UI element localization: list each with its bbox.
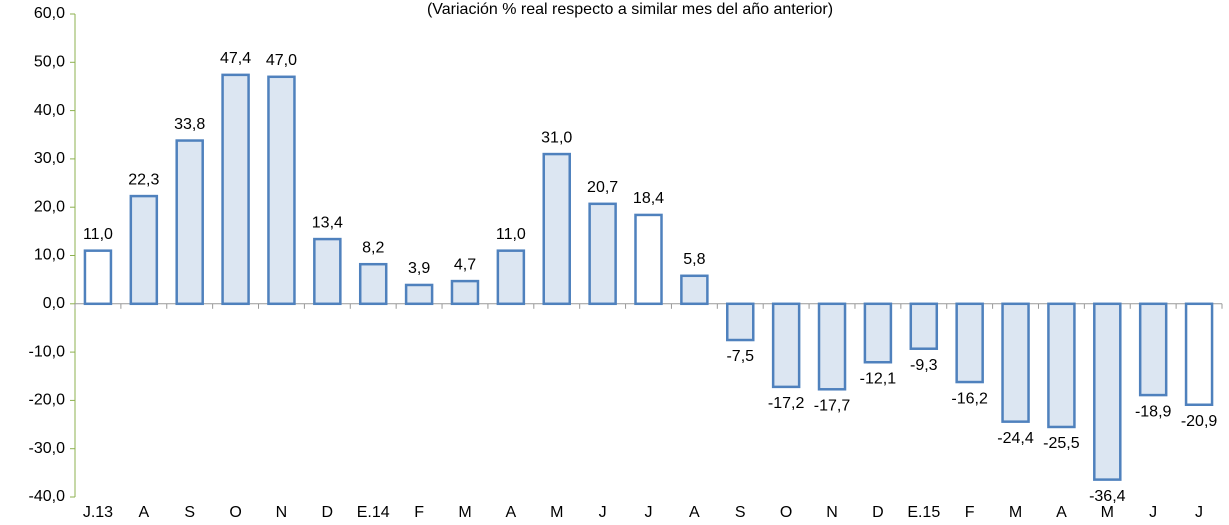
bar [496, 249, 526, 306]
x-tick-label: D [322, 504, 334, 521]
x-tick-label: M [458, 504, 471, 521]
value-label: 47,4 [220, 50, 251, 67]
bar [680, 274, 709, 306]
y-tick-label: 0,0 [43, 295, 65, 312]
bar [83, 249, 113, 306]
value-label: -9,3 [910, 357, 938, 374]
bar [863, 302, 893, 364]
value-label: 31,0 [541, 129, 572, 146]
value-label: 4,7 [454, 256, 476, 273]
y-tick-label: 30,0 [34, 150, 65, 167]
value-label: 13,4 [312, 214, 343, 231]
bar [450, 279, 480, 306]
bar [909, 302, 939, 350]
x-tick-label: N [276, 504, 288, 521]
y-tick-label: 60,0 [34, 5, 65, 22]
x-tick-label: N [826, 504, 838, 521]
value-label: -36,4 [1089, 488, 1126, 505]
bar [313, 237, 342, 306]
x-tick-label: J [1195, 504, 1203, 521]
value-label: 18,4 [633, 190, 664, 207]
x-tick-label: M [1101, 504, 1114, 521]
value-label: 47,0 [266, 52, 297, 69]
bar [634, 213, 663, 306]
bar [771, 302, 801, 389]
bar [955, 302, 984, 384]
value-label: -18,9 [1135, 403, 1172, 420]
bar [726, 302, 755, 342]
value-label: -7,5 [726, 348, 754, 365]
value-label: -12,1 [860, 370, 897, 387]
y-tick-label: -20,0 [29, 392, 66, 409]
x-tick-label: D [872, 504, 884, 521]
bar [588, 202, 617, 306]
y-tick-label: 10,0 [34, 247, 65, 264]
x-tick-label: M [550, 504, 563, 521]
x-tick-label: E.15 [907, 504, 940, 521]
x-tick-label: S [184, 504, 195, 521]
bar [267, 75, 296, 306]
bar [542, 152, 571, 306]
value-label: -17,2 [768, 395, 805, 412]
value-label: -16,2 [951, 390, 988, 407]
value-label: -24,4 [997, 430, 1034, 447]
y-tick-label: 40,0 [34, 102, 65, 119]
value-label: -20,9 [1181, 413, 1218, 430]
value-label: -17,7 [814, 398, 851, 415]
x-tick-label: F [965, 504, 975, 521]
bar [817, 302, 847, 391]
value-label: 11,0 [83, 226, 113, 243]
x-tick-label: J [599, 504, 607, 521]
x-tick-label: J [1149, 504, 1157, 521]
value-label: 22,3 [128, 171, 159, 188]
value-label: 20,7 [587, 179, 618, 196]
bar [221, 73, 250, 306]
bar [1138, 302, 1168, 397]
bar [175, 139, 204, 306]
value-label: -25,5 [1043, 435, 1080, 452]
x-tick-label: O [780, 504, 792, 521]
x-tick-label: A [138, 504, 149, 521]
y-tick-label: -10,0 [29, 343, 66, 360]
x-tick-label: E.14 [357, 504, 390, 521]
bar [1001, 302, 1030, 423]
value-label: 11,0 [496, 226, 526, 243]
y-tick-label: -30,0 [29, 440, 66, 457]
x-tick-label: S [735, 504, 746, 521]
bar [404, 283, 434, 306]
y-tick-label: 20,0 [34, 198, 65, 215]
x-tick-label: A [689, 504, 700, 521]
value-label: 5,8 [683, 251, 705, 268]
chart-subtitle: (Variación % real respecto a similar mes… [427, 1, 833, 18]
x-tick-label: J [645, 504, 653, 521]
x-tick-label: J.13 [83, 504, 113, 521]
bar [1093, 302, 1122, 481]
y-tick-label: -40,0 [29, 488, 66, 505]
bar [129, 194, 159, 306]
y-tick-label: 50,0 [34, 54, 65, 71]
x-tick-label: A [506, 504, 517, 521]
x-tick-label: F [414, 504, 424, 521]
value-label: 8,2 [362, 239, 384, 256]
bar [1184, 302, 1214, 406]
x-tick-label: M [1009, 504, 1022, 521]
bar [1047, 302, 1076, 429]
x-tick-label: A [1056, 504, 1067, 521]
bar [358, 262, 388, 306]
value-label: 33,8 [174, 116, 205, 133]
value-label: 3,9 [408, 260, 430, 277]
x-tick-label: O [229, 504, 241, 521]
